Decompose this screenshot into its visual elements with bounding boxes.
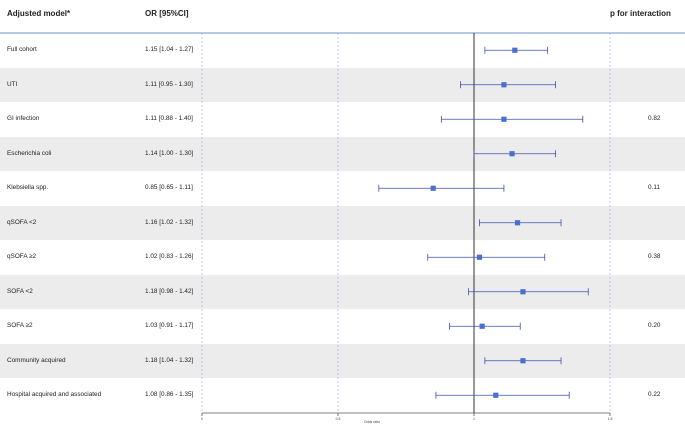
or-point: [501, 116, 507, 122]
or-point: [479, 323, 485, 329]
table-row: SOFA ≥2 1.03 [0.91 - 1.17] 0.20: [0, 309, 685, 344]
table-row: Escherichia coli 1.14 [1.00 - 1.30]: [0, 136, 685, 171]
row-label: GI infection: [7, 115, 40, 122]
row-label: Klebsiella spp.: [7, 184, 49, 191]
or-ci-value: 1.14 [1.00 - 1.30]: [145, 149, 194, 157]
or-point: [501, 82, 507, 88]
row-label: SOFA ≥2: [7, 322, 33, 329]
table-row: Hospital acquired and associated 1.08 [0.…: [0, 378, 685, 413]
or-ci-value: 1.16 [1.02 - 1.32]: [145, 218, 194, 226]
or-point: [514, 220, 521, 226]
table-row: GI infection 1.11 [0.88 - 1.40] 0.82: [0, 102, 685, 137]
or-ci-value: 1.15 [1.04 - 1.27]: [145, 46, 194, 53]
or-column-header: OR [95%CI]: [145, 9, 189, 18]
table-row: Full cohort 1.15 [1.04 - 1.27]: [0, 33, 685, 68]
or-point: [430, 185, 436, 191]
table-row: qSOFA ≥2 1.02 [0.83 - 1.26] 0.38: [0, 240, 685, 275]
or-point: [520, 289, 526, 295]
p-interaction-value: 0.22: [648, 391, 661, 398]
x-tick-label: 1: [473, 417, 475, 421]
or-ci-value: 1.03 [0.91 - 1.17]: [145, 322, 194, 329]
p-interaction-value: 0.38: [648, 253, 661, 260]
row-label: UTI: [7, 80, 18, 88]
or-point: [509, 151, 515, 157]
or-ci-value: 1.11 [0.88 - 1.40]: [145, 115, 193, 122]
p-interaction-value: 0.20: [648, 322, 661, 329]
x-tick-label: 0: [201, 417, 203, 421]
row-label: Community acquired: [7, 356, 66, 364]
x-tick-label: 0.5: [336, 417, 341, 421]
p-interaction-column-header: p for interaction: [610, 9, 671, 18]
table-row: Community acquired 1.18 [1.04 - 1.32]: [0, 343, 685, 378]
or-ci-value: 1.11 [0.95 - 1.30]: [145, 80, 193, 88]
or-ci-value: 1.08 [0.86 - 1.35]: [145, 391, 194, 398]
model-column-header: Adjusted model*: [7, 9, 71, 18]
table-row: Klebsiella spp. 0.85 [0.65 - 1.11] 0.11: [0, 171, 685, 206]
x-tick-label: 1.5: [608, 417, 613, 421]
table-row: qSOFA <2 1.16 [1.02 - 1.32]: [0, 205, 685, 240]
row-label: Escherichia coli: [7, 149, 52, 157]
table-row: UTI 1.11 [0.95 - 1.30]: [0, 67, 685, 102]
row-label: qSOFA <2: [7, 218, 37, 226]
or-point: [476, 254, 483, 260]
or-point: [493, 392, 499, 398]
p-interaction-value: 0.11: [648, 184, 660, 191]
row-label: Hospital acquired and associated: [7, 391, 102, 398]
x-axis-label: Odds ratio: [363, 420, 381, 424]
or-ci-value: 1.18 [1.04 - 1.32]: [145, 356, 194, 364]
or-point: [520, 358, 526, 364]
p-interaction-value: 0.82: [648, 115, 661, 122]
or-ci-value: 1.02 [0.83 - 1.26]: [145, 253, 194, 260]
or-point: [512, 47, 518, 53]
row-label: qSOFA ≥2: [7, 253, 37, 260]
row-label: SOFA <2: [7, 287, 33, 295]
or-ci-value: 1.18 [0.98 - 1.42]: [145, 287, 194, 295]
row-label: Full cohort: [7, 46, 37, 53]
or-ci-value: 0.85 [0.65 - 1.11]: [145, 184, 193, 191]
